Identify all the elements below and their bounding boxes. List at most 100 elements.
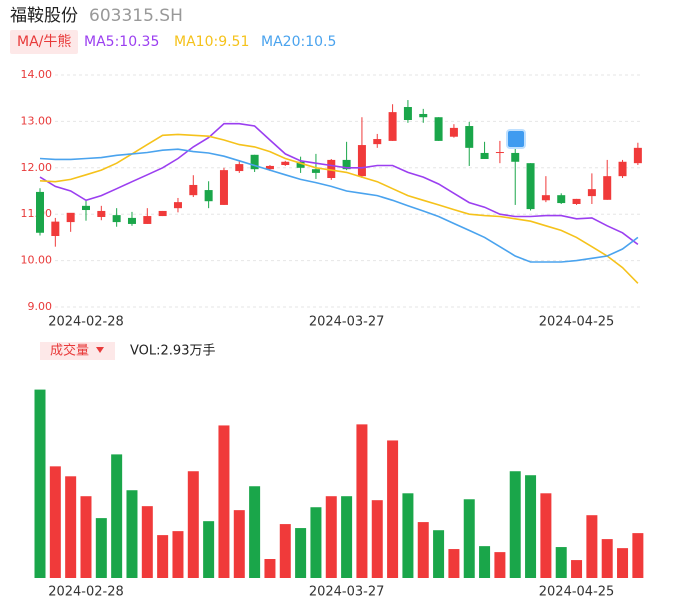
candle-body [173,202,182,209]
candle-body [572,198,581,204]
candle-body [189,184,198,196]
x-tick-label: 2024-04-25 [539,585,615,600]
x-tick-label: 2024-02-28 [48,585,124,600]
candle-body [603,176,612,200]
candle-body [526,163,535,210]
candle-body [97,210,106,217]
volume-title: 成交量 [50,343,89,359]
volume-bar [65,476,77,578]
candle-body [587,189,596,197]
volume-bar [233,510,245,578]
candle-body [143,216,152,224]
y-tick-label: 13.00 [21,114,53,127]
candle-body [219,170,228,205]
candle-body [449,127,458,137]
volume-bar [448,549,460,578]
volume-bar [371,500,383,578]
candle-body [112,215,121,223]
volume-bar [279,524,291,578]
candle-body [541,195,550,201]
candle-body [296,161,305,168]
volume-bar [417,522,429,578]
volume-bar [310,507,322,578]
volume-bar [402,493,414,578]
volume-bar [479,546,491,578]
x-tick-label: 2024-03-27 [309,315,385,330]
volume-bar [264,559,276,578]
x-tick-label: 2024-04-25 [539,315,615,330]
candle-body [158,210,167,217]
candle-body [495,152,504,154]
candle-body [511,152,520,162]
volume-bar [203,521,215,578]
legend-title: MA/牛熊 [17,34,71,50]
candle-body [281,161,290,166]
x-tick-label: 2024-02-28 [48,315,124,330]
y-tick-label: 12.00 [21,161,53,174]
volume-bar [187,471,199,578]
volume-bar [586,515,598,578]
volume-bar [555,547,567,578]
volume-bar [601,539,613,578]
y-tick-label: 10.00 [21,254,53,267]
y-tick-label: 14.00 [21,68,53,81]
x-tick-label: 2024-03-27 [309,585,385,600]
candle-body [357,145,366,177]
volume-bar [295,528,307,578]
volume-bar [249,486,261,578]
volume-bar [34,389,46,578]
candle-body [66,212,75,223]
candle-body [480,152,489,159]
volume-title-box [40,342,115,360]
candle-body [373,139,382,145]
candle-body [557,195,566,204]
candle-body [342,159,351,170]
volume-annotation: VOL:2.93万手 [130,344,215,359]
candle-body [465,126,474,148]
candle-body [419,113,428,118]
volume-bar [141,506,153,578]
candle-body [434,117,443,141]
volume-bar [571,560,583,578]
candle-body [81,205,90,211]
candle-body [36,191,44,233]
volume-bar [49,466,61,578]
candle-body [235,164,244,172]
y-tick-label: 9.00 [28,300,53,313]
candle-body [388,112,397,141]
candle-body [633,147,642,164]
volume-bar [433,530,445,578]
ma-line [39,122,639,246]
stock-code: 603315.SH [89,6,183,26]
volume-bar [172,531,184,578]
stock-name: 福鞍股份 [10,6,78,26]
candle-body [403,107,412,121]
candle-body [327,159,336,179]
volume-bar [463,499,475,578]
candle-body [204,190,213,202]
ma-line [39,148,639,263]
legend-label: MA10:9.51 [174,34,249,50]
candle-body [51,221,60,237]
volume-bar [80,496,92,578]
event-icon [506,129,526,149]
legend-label: MA5:10.35 [84,34,159,50]
volume-bar [617,548,629,578]
volume-bar [111,454,123,578]
dropdown-arrow [96,347,104,353]
ma-line [39,133,639,284]
legend-title-box [10,30,78,54]
volume-bar [525,475,537,578]
volume-bar [218,425,230,578]
candle-body [265,165,274,170]
volume-bar [95,518,107,578]
candle-body [127,217,136,224]
volume-bar [341,496,353,578]
volume-bar [632,533,644,578]
volume-bar [126,490,138,578]
volume-bar [387,440,399,578]
volume-bar [494,552,506,578]
legend-label: MA20:10.5 [261,34,336,50]
candle-body [618,161,627,177]
